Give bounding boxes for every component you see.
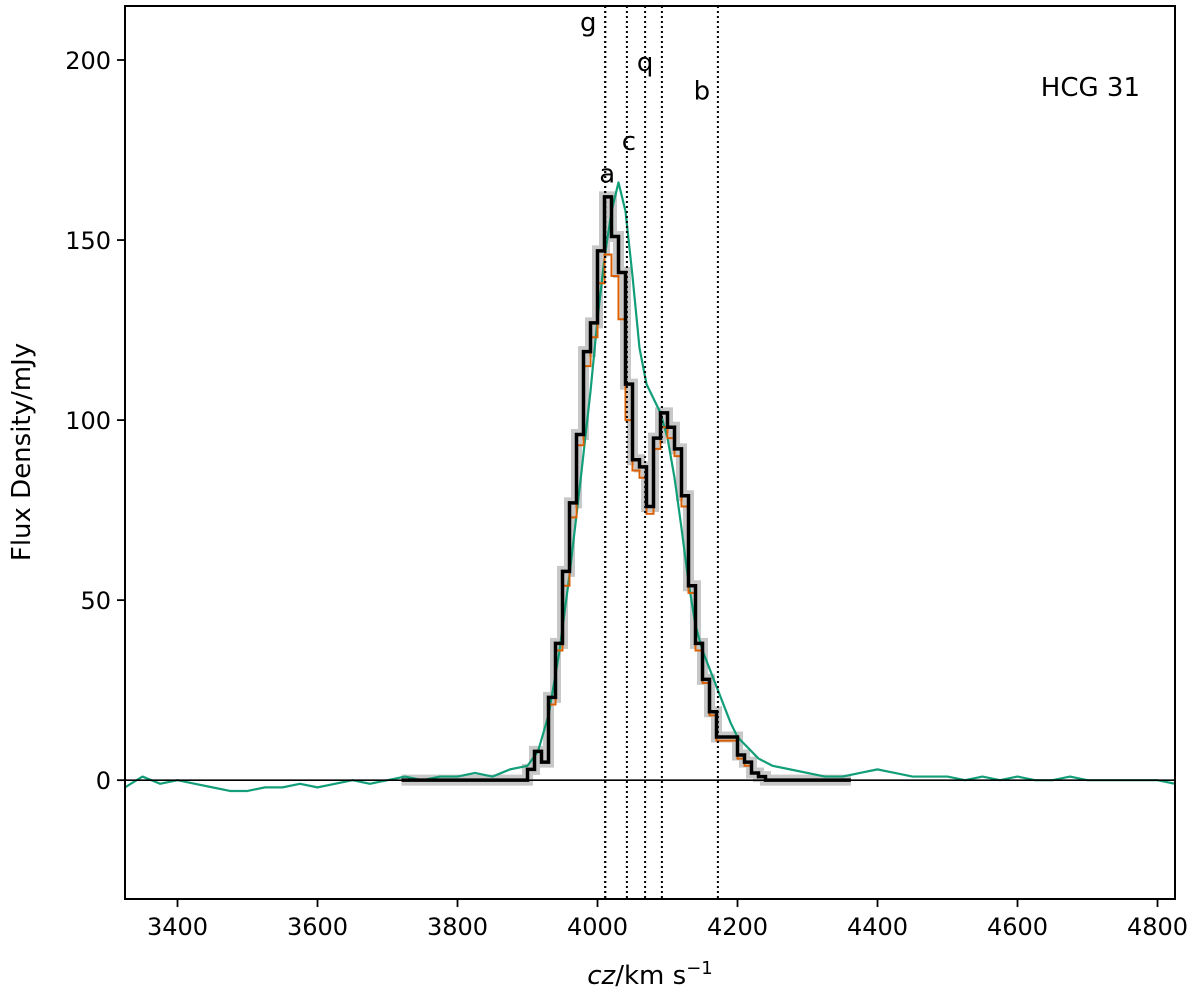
y-tick-label: 50 <box>80 587 111 615</box>
model-sum-spectrum-layer <box>527 253 760 777</box>
group-name-annotation: HCG 31 <box>1041 73 1140 103</box>
galaxy-marker-label: g <box>580 8 597 38</box>
axes <box>117 5 1176 907</box>
galaxy-marker-label: a <box>599 159 615 189</box>
x-tick-label: 3800 <box>427 913 488 941</box>
x-tick-label: 3600 <box>287 913 348 941</box>
tick-labels: 3400 3600 3800 4000 4200 4400 4600 4800 0 50 100 15… <box>65 47 1188 941</box>
x-axis-label-unit: /km s <box>615 961 686 991</box>
x-tick-label: 4800 <box>1127 913 1188 941</box>
y-tick-label: 150 <box>65 227 111 255</box>
galaxy-velocity-markers: g ac q b <box>580 6 719 899</box>
x-tick-label: 3400 <box>147 913 208 941</box>
y-axis-label: Flux Density/mJy <box>7 343 37 561</box>
x-axis-label-exponent: −1 <box>686 958 713 979</box>
x-axis-label: cz/km s−1 <box>587 958 712 991</box>
y-tick-label: 0 <box>96 767 111 795</box>
y-tick-label: 100 <box>65 407 111 435</box>
y-tick-label: 200 <box>65 47 111 75</box>
model-total-spectrum-layer <box>401 195 851 782</box>
galaxy-marker-label: q <box>637 48 654 78</box>
x-tick-label: 4400 <box>847 913 908 941</box>
model-sum-spectrum-line <box>527 253 760 777</box>
galaxy-marker-label: c <box>622 127 636 157</box>
model-total-spectrum-line <box>401 195 851 782</box>
plot-frame <box>124 5 1176 900</box>
galaxy-marker-label: b <box>694 77 711 107</box>
x-axis-label-italic: cz <box>587 961 616 991</box>
x-tick-label: 4200 <box>707 913 768 941</box>
x-tick-label: 4600 <box>987 913 1048 941</box>
x-tick-label: 4000 <box>567 913 628 941</box>
single-dish-spectrum-line <box>125 181 1175 793</box>
single-dish-spectrum-layer <box>125 181 1175 793</box>
